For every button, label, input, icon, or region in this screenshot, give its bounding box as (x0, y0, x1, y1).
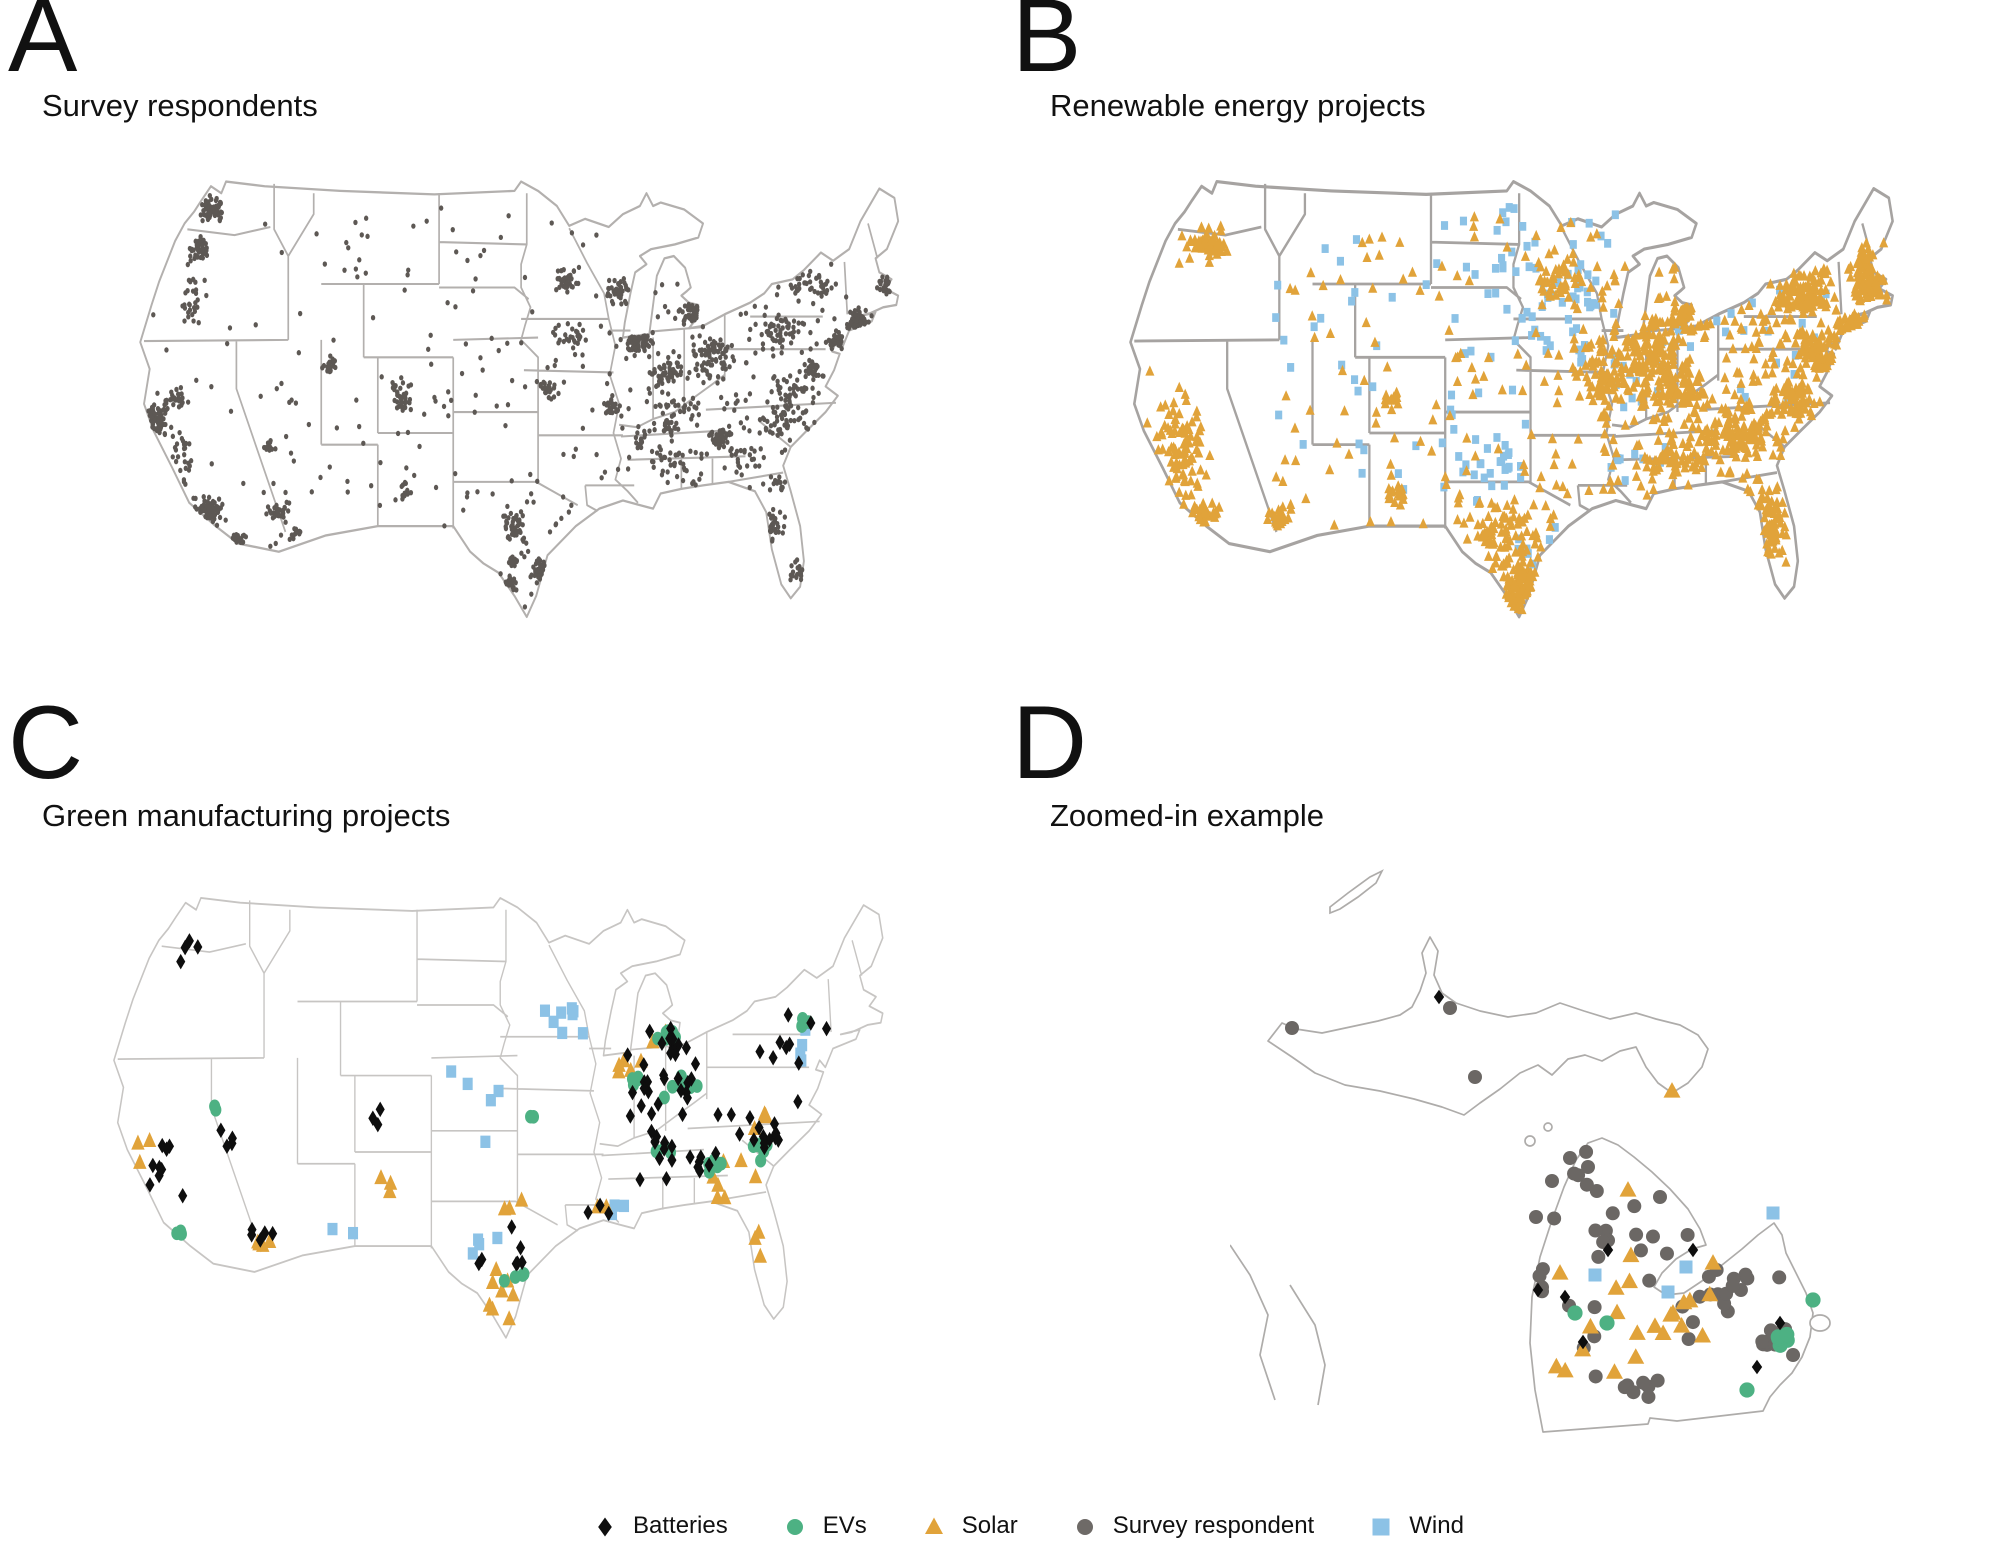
legend-label: Wind (1409, 1512, 1464, 1539)
legend-label: Solar (961, 1512, 1018, 1539)
legend-item-solar: Solar (921, 1512, 1018, 1540)
legend-marker-solar-icon (924, 1517, 943, 1535)
small-island (1543, 1122, 1553, 1132)
door-peninsula-fragment (1289, 1284, 1326, 1406)
map-usa-survey-respondents (139, 180, 900, 619)
michigan-outline (1230, 869, 1831, 1433)
panel-d-letter: D (1012, 685, 1088, 801)
series-wind (1588, 1206, 1780, 1299)
legend-marker-batteries-icon (598, 1517, 612, 1537)
us-outline (139, 180, 900, 619)
series-evs (1567, 1292, 1821, 1398)
series-survey-respondent (146, 192, 892, 610)
panel-c-letter: C (8, 685, 84, 801)
wisconsin-shore-fragment (1230, 1244, 1276, 1401)
series-solar (1142, 211, 1892, 615)
legend-item-wind: Wind (1368, 1512, 1464, 1540)
map-usa-renewable-projects (1129, 180, 1894, 619)
panel-a-title: Survey respondents (42, 88, 318, 123)
legend: Batteries EVs Solar Survey respondent Wind (592, 1512, 1464, 1540)
us-outline (1129, 180, 1894, 619)
map-michigan-zoomed (1230, 869, 1831, 1433)
legend-item-batteries: Batteries (592, 1512, 728, 1540)
legend-marker-wind-icon (1372, 1518, 1390, 1536)
lower-peninsula (1529, 1137, 1814, 1433)
lake-st-clair (1809, 1314, 1831, 1332)
panel-c-title: Green manufacturing projects (42, 798, 451, 833)
map-usa-green-manufacturing (113, 897, 884, 1339)
upper-peninsula (1267, 936, 1709, 1116)
panel-b-title: Renewable energy projects (1050, 88, 1426, 123)
isle-royale (1329, 869, 1384, 915)
us-state-borders (144, 183, 879, 533)
legend-label: Survey respondent (1112, 1512, 1315, 1539)
legend-marker-evs-icon (786, 1519, 803, 1535)
panel-d-title: Zoomed-in example (1050, 798, 1324, 833)
legend-marker-survey-respondent-icon (1076, 1519, 1093, 1535)
legend-label: Batteries (633, 1512, 728, 1539)
panel-b-letter: B (1012, 0, 1082, 94)
panel-a-letter: A (8, 0, 78, 94)
legend-label: EVs (822, 1512, 867, 1539)
legend-item-evs: EVs (782, 1512, 867, 1540)
us-outline (113, 897, 884, 1339)
legend-item-survey-respondent: Survey respondent (1072, 1512, 1314, 1540)
series-solar (1547, 1082, 1722, 1379)
beaver-island (1524, 1135, 1536, 1147)
